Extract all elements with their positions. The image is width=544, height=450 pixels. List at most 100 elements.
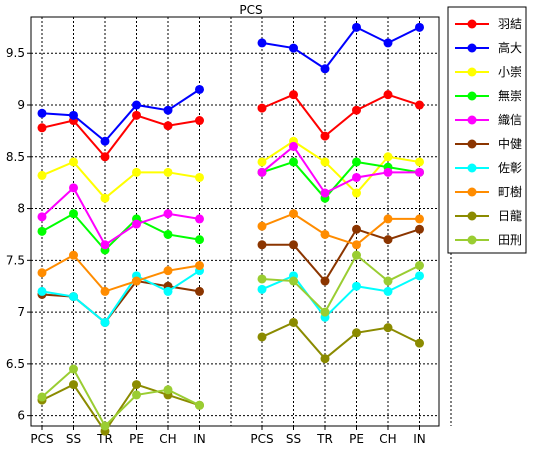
legend-item: 田刑 <box>455 233 522 247</box>
series-lines <box>37 22 424 436</box>
data-point <box>352 281 361 291</box>
data-point <box>100 286 110 296</box>
data-point <box>132 380 141 390</box>
data-point <box>132 219 141 229</box>
legend-marker <box>467 235 477 245</box>
x-tick-label: PCS <box>250 432 273 446</box>
series-line <box>261 253 420 314</box>
data-point <box>352 157 361 167</box>
data-point <box>195 261 204 271</box>
legend-marker <box>467 67 477 77</box>
data-point <box>352 22 361 32</box>
data-point <box>415 224 424 234</box>
data-point <box>37 268 47 278</box>
x-tick-label: PE <box>129 432 144 446</box>
series-line <box>41 160 200 200</box>
series-3 <box>37 136 424 203</box>
data-point <box>163 209 173 219</box>
legend-marker <box>467 91 477 101</box>
chart-title: PCS <box>239 3 262 17</box>
data-point <box>352 250 361 260</box>
data-point <box>383 167 393 177</box>
data-point <box>37 392 47 402</box>
legend-marker <box>467 163 477 173</box>
data-point <box>132 110 141 120</box>
data-point <box>289 276 298 286</box>
data-point <box>257 274 267 284</box>
x-tick-label: SS <box>66 432 81 446</box>
data-point <box>320 276 330 286</box>
data-point <box>352 224 361 234</box>
data-point <box>195 116 204 126</box>
legend-item: 小崇 <box>455 65 522 79</box>
legend-label: 日龍 <box>498 208 522 223</box>
series-line <box>41 367 200 428</box>
series-line <box>41 253 200 293</box>
data-point <box>383 214 393 224</box>
data-point <box>383 235 393 245</box>
data-point <box>415 157 424 167</box>
data-point <box>320 64 330 74</box>
data-point <box>37 212 47 222</box>
data-point <box>69 110 78 120</box>
y-tick-label: 8 <box>17 202 25 216</box>
y-tick-label: 6 <box>17 409 25 423</box>
legend-marker <box>467 187 477 197</box>
data-point <box>195 172 204 182</box>
series-line <box>41 114 200 159</box>
data-point <box>195 84 204 94</box>
data-point <box>320 229 330 239</box>
data-point <box>69 209 78 219</box>
data-point <box>289 317 298 327</box>
series-2 <box>37 22 424 146</box>
x-tick-label: IN <box>413 432 426 446</box>
y-tick-label: 6.5 <box>6 357 25 371</box>
data-point <box>320 307 330 317</box>
data-point <box>320 354 330 364</box>
legend-label: 田刑 <box>498 233 522 247</box>
series-line <box>261 26 420 71</box>
legend-item: 中健 <box>455 136 522 151</box>
x-tick-label: IN <box>193 432 206 446</box>
legend-label: 中健 <box>498 136 522 151</box>
x-tick-label: CH <box>379 432 396 446</box>
data-point <box>257 167 267 177</box>
data-point <box>195 235 204 245</box>
plot-frame <box>30 16 440 427</box>
x-tick-label: TR <box>316 432 333 446</box>
data-point <box>352 172 361 182</box>
series-line <box>261 212 420 246</box>
data-point <box>163 105 173 115</box>
data-point <box>100 152 110 162</box>
series-line <box>41 186 200 247</box>
data-point <box>69 380 78 390</box>
data-point <box>383 323 393 333</box>
data-point <box>37 226 47 236</box>
y-tick-label: 9 <box>17 98 25 112</box>
data-point <box>352 188 361 198</box>
legend-marker <box>467 211 477 221</box>
data-point <box>289 43 298 53</box>
data-point <box>257 157 267 167</box>
series-7 <box>37 266 424 327</box>
data-point <box>257 332 267 342</box>
data-point <box>195 286 204 296</box>
data-point <box>37 123 47 133</box>
data-point <box>37 108 47 118</box>
data-point <box>415 338 424 348</box>
series-line <box>41 88 201 143</box>
data-point <box>100 317 110 327</box>
data-point <box>132 100 141 110</box>
series-line <box>261 321 420 361</box>
legend-label: 佐彰 <box>498 160 522 175</box>
data-point <box>289 240 298 250</box>
data-point <box>69 250 78 260</box>
data-point <box>163 121 173 131</box>
data-point <box>415 271 424 281</box>
data-point <box>132 167 141 177</box>
data-point <box>289 209 298 219</box>
series-5 <box>37 141 424 250</box>
data-point <box>383 152 393 162</box>
x-tick-label: PE <box>349 432 364 446</box>
